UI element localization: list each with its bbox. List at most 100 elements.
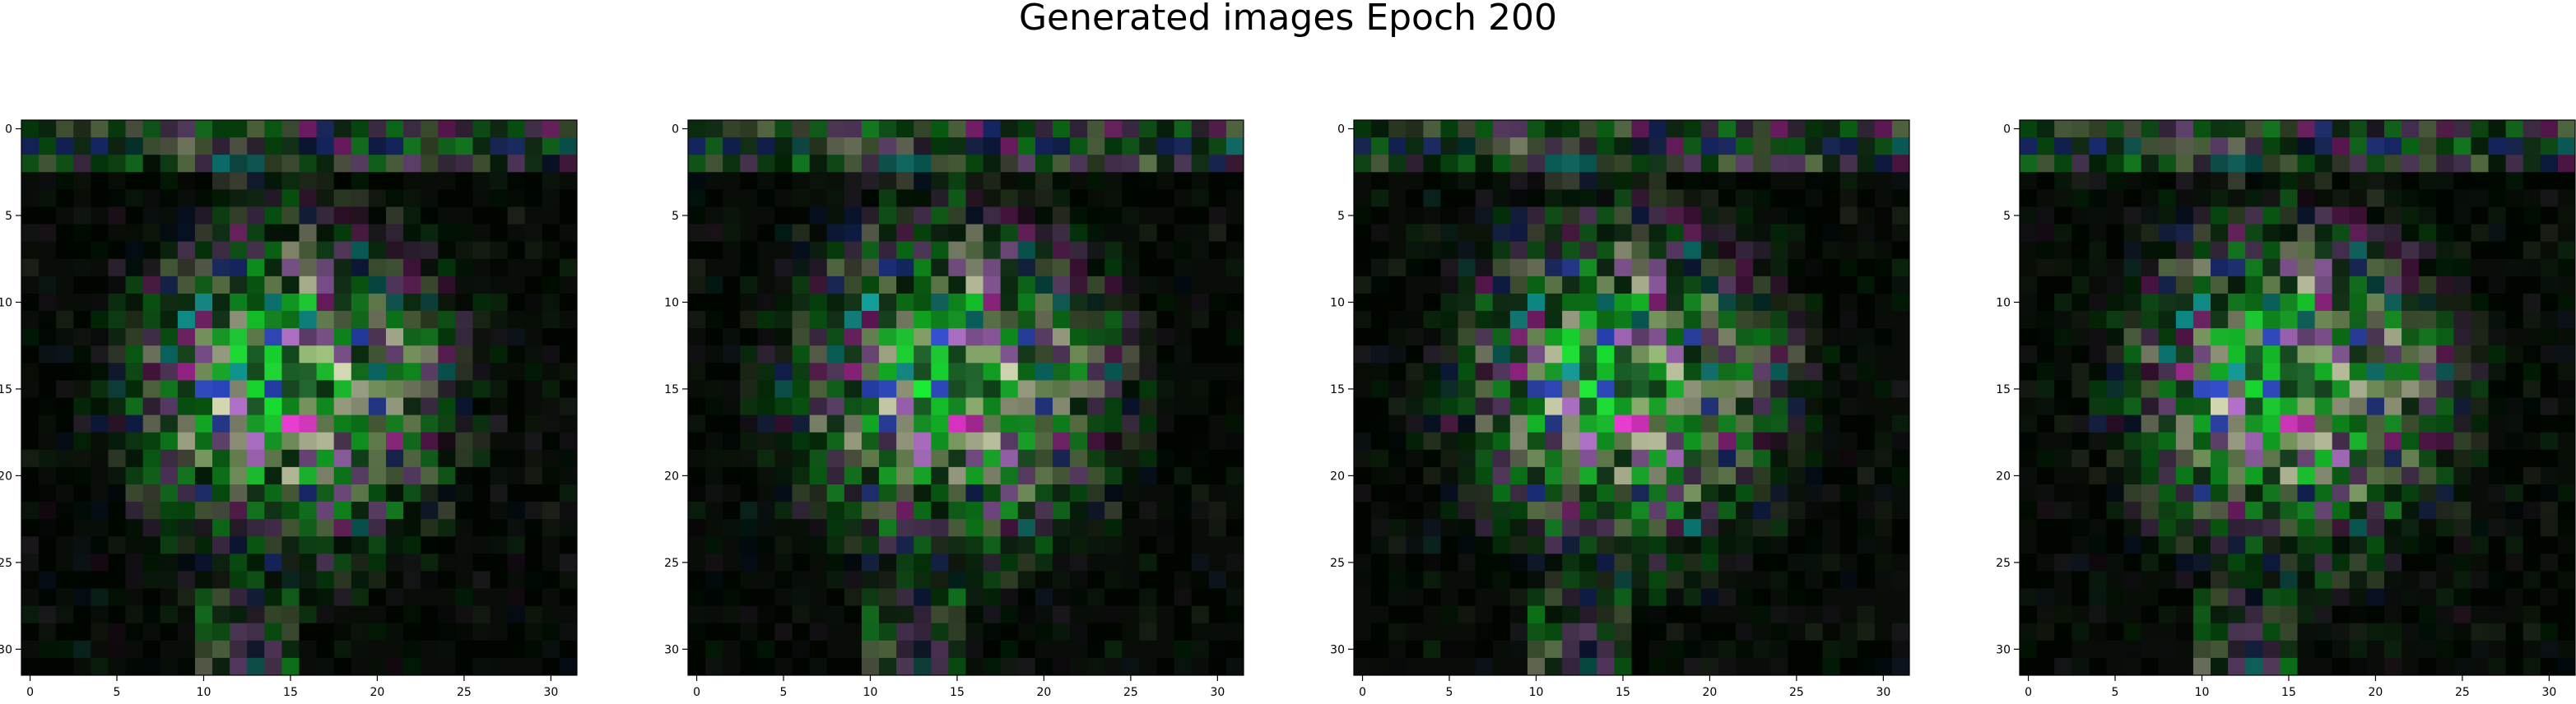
pixel-cell	[2471, 293, 2489, 312]
pixel-cell	[1822, 363, 1841, 381]
pixel-cell	[1614, 380, 1632, 398]
pixel-cell	[1891, 224, 1910, 243]
pixel-cell	[333, 293, 352, 312]
pixel-cell	[1891, 258, 1910, 277]
pixel-cell	[1562, 363, 1580, 381]
pixel-cell	[1874, 623, 1893, 641]
pixel-cell	[896, 120, 914, 138]
pixel-cell	[2471, 120, 2489, 138]
pixel-cell	[160, 224, 179, 243]
pixel-cell	[2419, 571, 2437, 589]
pixel-cell	[826, 206, 845, 225]
pixel-cell	[844, 363, 863, 381]
pixel-cell	[1753, 328, 1771, 346]
pixel-cell	[1545, 155, 1563, 173]
pixel-cell	[1354, 571, 1372, 589]
pixel-cell	[1597, 206, 1615, 225]
pixel-cell	[1371, 345, 1389, 364]
pixel-cell	[2488, 571, 2507, 589]
pixel-cell	[2453, 484, 2471, 503]
pixel-cell	[844, 466, 863, 485]
pixel-cell	[2211, 189, 2229, 207]
pixel-cell	[1070, 657, 1088, 676]
pixel-cell	[861, 519, 880, 537]
pixel-cell	[1423, 137, 1441, 155]
pixel-cell	[792, 241, 811, 260]
pixel-cell	[1423, 415, 1441, 433]
pixel-cell	[2383, 466, 2402, 485]
pixel-cell	[1788, 640, 1806, 659]
pixel-cell	[2349, 293, 2368, 312]
pixel-cell	[524, 657, 543, 676]
pixel-cell	[1597, 258, 1615, 277]
pixel-cell	[983, 415, 1002, 433]
pixel-cell	[212, 484, 230, 503]
pixel-cell	[774, 206, 793, 225]
pixel-cell	[1509, 571, 1528, 589]
pixel-cell	[1087, 137, 1105, 155]
pixel-cell	[2523, 432, 2541, 451]
pixel-cell	[1191, 553, 1210, 572]
pixel-cell	[1492, 605, 1511, 624]
pixel-cell	[1122, 553, 1140, 572]
pixel-cell	[965, 432, 983, 451]
pixel-cell	[2228, 605, 2246, 624]
pixel-cell	[194, 571, 213, 589]
pixel-cell	[507, 120, 526, 138]
pixel-cell	[1614, 137, 1632, 155]
pixel-cell	[1052, 363, 1071, 381]
pixel-cell	[2175, 206, 2194, 225]
pixel-cell	[21, 519, 40, 537]
pixel-cell	[2436, 588, 2454, 607]
pixel-cell	[2280, 484, 2298, 503]
pixel-cell	[774, 640, 793, 659]
pixel-cell	[914, 224, 932, 243]
pixel-cell	[1035, 155, 1053, 173]
pixel-cell	[1371, 172, 1389, 190]
pixel-cell	[774, 311, 793, 329]
pixel-cell	[2228, 466, 2246, 485]
pixel-cell	[281, 449, 300, 468]
pixel-cell	[524, 120, 543, 138]
pixel-cell	[2054, 536, 2072, 554]
pixel-cell	[2488, 276, 2507, 294]
pixel-cell	[2020, 224, 2038, 243]
pixel-cell	[264, 640, 282, 659]
pixel-cell	[861, 155, 880, 173]
pixel-cell	[1354, 519, 1372, 537]
pixel-cell	[1736, 519, 1754, 537]
pixel-cell	[2089, 640, 2107, 659]
pixel-cell	[2158, 328, 2177, 346]
pixel-cell	[2436, 380, 2454, 398]
pixel-cell	[1700, 293, 1719, 312]
pixel-cell	[438, 571, 456, 589]
pixel-cell	[1458, 311, 1476, 329]
pixel-cell	[507, 293, 526, 312]
pixel-cell	[1891, 241, 1910, 260]
pixel-cell	[1139, 311, 1157, 329]
pixel-cell	[39, 466, 57, 485]
pixel-cell	[2228, 553, 2246, 572]
pixel-cell	[2106, 605, 2124, 624]
x-tick-label: 30	[1876, 686, 1890, 699]
pixel-cell	[2175, 172, 2194, 190]
pixel-cell	[2245, 432, 2263, 451]
pixel-cell	[2557, 553, 2576, 572]
pixel-cell	[2175, 241, 2194, 260]
pixel-cell	[1822, 172, 1841, 190]
pixel-cell	[2037, 536, 2055, 554]
pixel-cell	[1597, 519, 1615, 537]
pixel-cell	[1406, 502, 1424, 520]
pixel-cell	[2557, 311, 2576, 329]
pixel-cell	[1736, 276, 1754, 294]
pixel-cell	[299, 258, 317, 277]
pixel-cell	[792, 432, 811, 451]
pixel-cell	[264, 206, 282, 225]
pixel-cell	[1857, 363, 1876, 381]
pixel-cell	[2349, 155, 2368, 173]
pixel-cell	[2280, 189, 2298, 207]
pixel-cell	[524, 224, 543, 243]
pixel-cell	[965, 519, 983, 537]
pixel-cell	[264, 258, 282, 277]
pixel-cell	[1087, 189, 1105, 207]
